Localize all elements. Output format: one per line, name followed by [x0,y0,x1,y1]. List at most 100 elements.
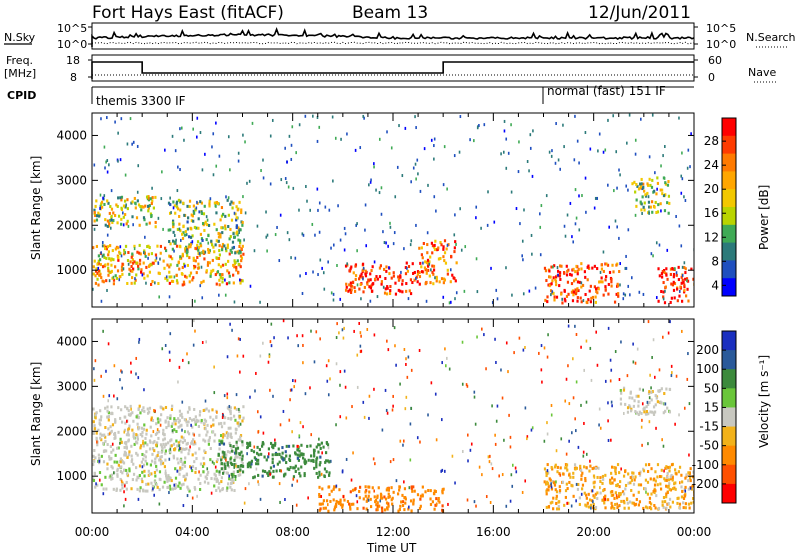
velocity-cell [156,453,159,457]
velocity-cell [161,347,164,351]
power-cell [182,231,185,235]
power-cell [198,210,201,214]
velocity-cell [150,459,154,463]
power-cell [581,194,583,198]
velocity-cell [356,353,359,357]
velocity-cell [145,482,148,486]
velocity-cell [557,504,560,508]
power-cell [240,220,243,224]
velocity-cell [668,482,671,486]
velocity-cell [385,506,389,510]
velocity-cell [106,415,109,419]
velocity-cell [241,457,244,461]
velocity-cell [582,450,585,454]
power-cell [616,225,618,229]
power-cell [177,260,180,264]
power-cell [434,239,437,243]
power-cell [554,280,558,284]
power-cell [172,239,175,243]
power-cell [676,299,679,303]
velocity-cell [381,509,384,513]
power-cell [211,145,213,149]
velocity-cell [239,434,243,438]
velocity-cell [193,319,195,323]
power-cell [172,225,175,229]
velocity-cell [268,470,271,474]
velocity-cell [221,415,224,419]
velocity-cell [224,466,227,470]
power-cell [141,273,144,277]
velocity-cell [624,487,627,491]
velocity-cell [613,478,616,482]
power-cell [672,280,675,284]
velocity-cell [122,468,126,472]
power-cell [312,114,314,118]
velocity-cell [589,459,591,463]
power-cell [229,227,232,231]
power-cell [181,252,184,256]
velocity-cell [399,382,401,386]
velocity-cell [580,492,583,496]
power-cell [675,273,678,277]
velocity-cell [635,497,638,501]
power-cell [301,291,304,295]
velocity-cell [494,442,497,446]
freq-strip: Freq. [MHz] 18 8 60 0 Nave [4,54,776,84]
velocity-cell [232,479,235,483]
power-cell [373,260,376,264]
velocity-cell [169,447,172,451]
power-cell [235,224,238,228]
power-cell [646,182,649,186]
velocity-cell [121,460,124,464]
velocity-cell [169,450,172,454]
power-cell [179,257,182,261]
velocity-cell [226,434,229,438]
power-cell [476,290,479,294]
power-cell [413,270,416,274]
velocity-cell [638,500,642,504]
power-cell [154,253,158,257]
power-cell [203,250,207,254]
power-cell [692,277,694,281]
velocity-cell [309,444,312,448]
power-cell [200,210,203,214]
power-cell [114,265,117,269]
freq-tick-top: 18 [66,54,80,67]
colorbar-tick-label: 28 [704,134,719,148]
power-cell [209,274,212,278]
power-cell [440,277,444,281]
velocity-cell [282,474,286,478]
power-cell [615,263,618,267]
velocity-cell [143,474,146,478]
power-cell [265,235,268,239]
velocity-cell [130,407,132,411]
velocity-cell [186,352,188,356]
velocity-cell [564,466,567,470]
velocity-cell [370,505,373,509]
velocity-cell [335,423,337,427]
power-cell [680,244,683,248]
nave-label: Nave [748,66,776,79]
power-cell [148,264,151,268]
colorbar-swatch [722,189,736,208]
power-cell [217,239,220,243]
velocity-cell [668,497,672,501]
velocity-cell [321,502,324,506]
freq-line [91,61,694,79]
power-cell [147,204,150,208]
power-cell [186,204,189,208]
velocity-cell [220,425,224,429]
power-cell [448,301,451,305]
velocity-cell [185,442,188,446]
velocity-cell [206,467,209,471]
velocity-cell [193,433,196,437]
power-cell [196,240,200,244]
velocity-cell [301,334,304,338]
velocity-cell [186,410,190,414]
power-cell [232,273,235,277]
power-cell [110,263,113,267]
velocity-cell [409,458,412,462]
power-cell [565,273,569,277]
velocity-cell [650,398,653,402]
velocity-cell [138,404,141,408]
